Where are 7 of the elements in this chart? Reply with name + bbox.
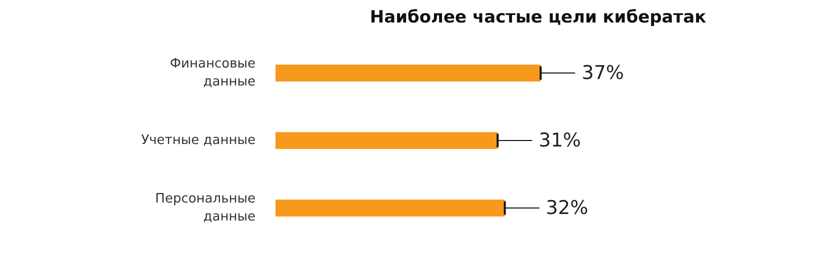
data-label: 32% <box>546 197 588 219</box>
y-tick-label: Учетные данные <box>141 133 256 148</box>
chart-title: Наиболее частые цели кибератак <box>370 8 707 28</box>
data-label: 37% <box>582 62 624 84</box>
y-tick-label: Персональные данные <box>155 192 256 224</box>
data-label: 31% <box>538 130 581 152</box>
y-tick-label: Финансовые данные <box>170 56 256 90</box>
